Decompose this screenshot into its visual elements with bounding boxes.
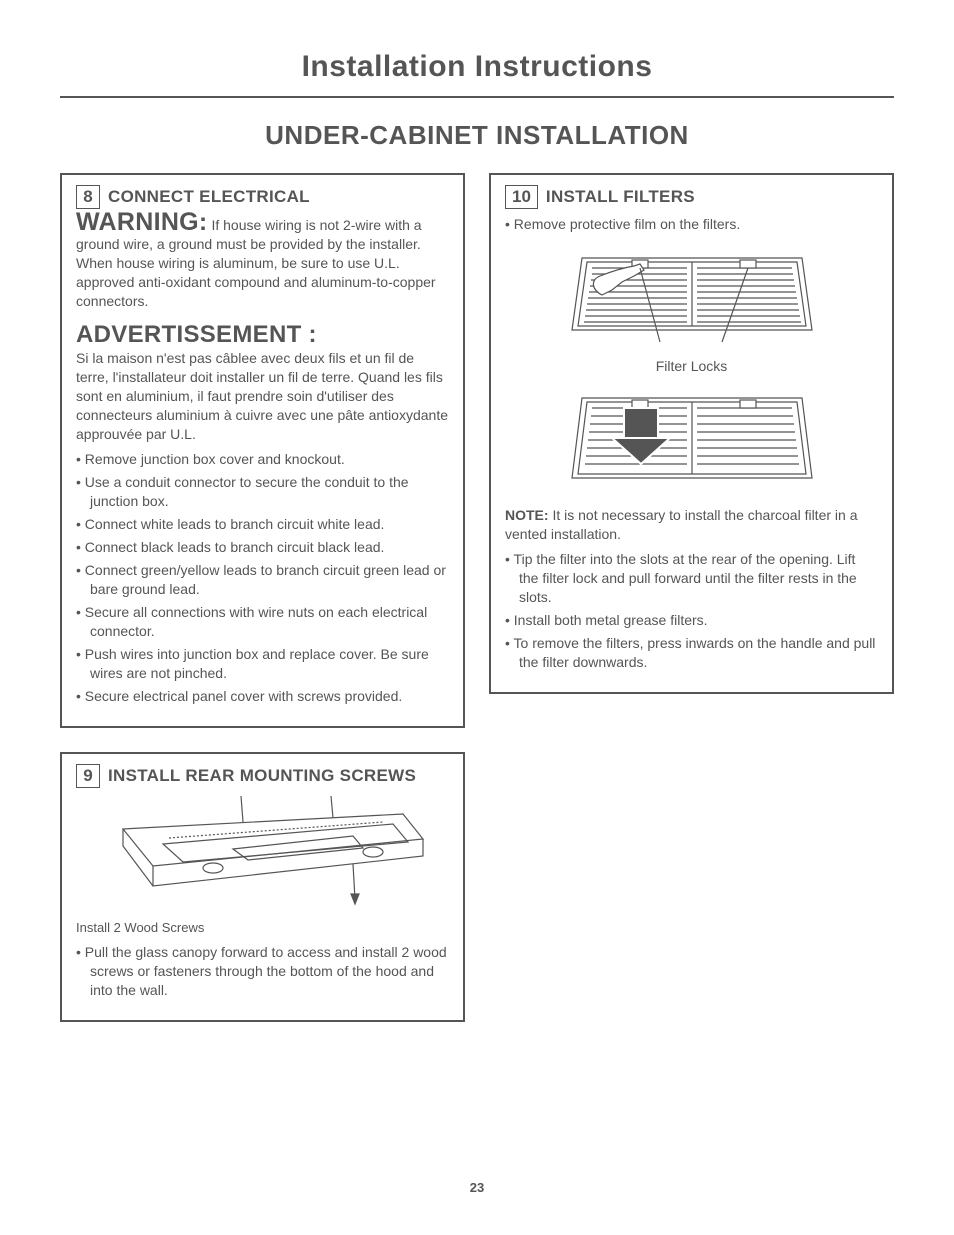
page-subtitle: UNDER-CABINET INSTALLATION [60,120,894,151]
list-item: Tip the filter into the slots at the rea… [505,550,878,607]
list-item: Pull the glass canopy forward to access … [76,943,449,1000]
step-8-warning: WARNING: If house wiring is not 2-wire w… [76,213,449,311]
note-body: It is not necessary to install the charc… [505,507,858,542]
list-item: Connect black leads to branch circuit bl… [76,538,449,557]
step-9-header: 9 INSTALL REAR MOUNTING SCREWS [76,764,449,788]
step-8-number: 8 [76,185,100,209]
hood-diagram-icon [93,794,433,914]
list-item: Install both metal grease filters. [505,611,878,630]
page-title: Installation Instructions [60,50,894,98]
filter-diagram-1-icon [562,240,822,350]
step-8-header: 8 CONNECT ELECTRICAL [76,185,449,209]
list-item: Push wires into junction box and replace… [76,645,449,683]
filter-locks-caption: Filter Locks [505,358,878,374]
advertissement-body: Si la maison n'est pas câblee avec deux … [76,349,449,444]
step-10-number: 10 [505,185,538,209]
content-columns: 8 CONNECT ELECTRICAL WARNING: If house w… [60,173,894,1046]
step-10-bullets: Tip the filter into the slots at the rea… [505,550,878,672]
step-8-bullets: Remove junction box cover and knockout. … [76,450,449,706]
step-9-box: 9 INSTALL REAR MOUNTING SCREWS [60,752,465,1022]
step-10-header: 10 INSTALL FILTERS [505,185,878,209]
list-item: Connect white leads to branch circuit wh… [76,515,449,534]
list-item: Remove junction box cover and knockout. [76,450,449,469]
advertissement-label: ADVERTISSEMENT : [76,321,449,349]
list-item: Use a conduit connector to secure the co… [76,473,449,511]
step-9-caption: Install 2 Wood Screws [76,920,449,935]
list-item: Remove protective film on the filters. [505,215,878,234]
step-10-note: NOTE: It is not necessary to install the… [505,506,878,544]
right-column: 10 INSTALL FILTERS Remove protective fil… [489,173,894,1046]
filter-diagram-2-icon [562,386,822,496]
left-column: 8 CONNECT ELECTRICAL WARNING: If house w… [60,173,465,1046]
step-9-number: 9 [76,764,100,788]
step-10-box: 10 INSTALL FILTERS Remove protective fil… [489,173,894,694]
note-label: NOTE: [505,507,549,523]
step-10-intro-bullets: Remove protective film on the filters. [505,215,878,234]
list-item: To remove the filters, press inwards on … [505,634,878,672]
step-9-bullets: Pull the glass canopy forward to access … [76,943,449,1000]
warning-label: WARNING: [76,208,208,236]
list-item: Secure electrical panel cover with screw… [76,687,449,706]
step-10-title: INSTALL FILTERS [546,187,695,207]
page-number: 23 [0,1180,954,1195]
step-9-title: INSTALL REAR MOUNTING SCREWS [108,766,416,786]
step-8-box: 8 CONNECT ELECTRICAL WARNING: If house w… [60,173,465,728]
list-item: Secure all connections with wire nuts on… [76,603,449,641]
step-8-title: CONNECT ELECTRICAL [108,187,310,207]
list-item: Connect green/yellow leads to branch cir… [76,561,449,599]
